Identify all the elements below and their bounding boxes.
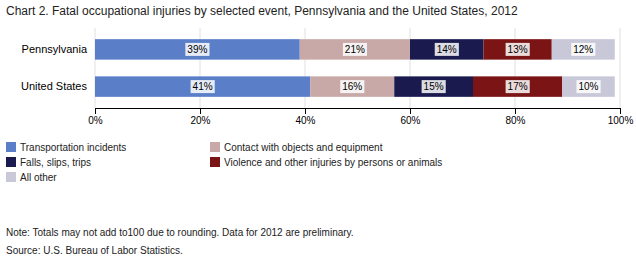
x-tick-label: 100% <box>608 115 634 126</box>
bar <box>552 39 615 59</box>
bar <box>394 76 473 96</box>
data-label-bg <box>191 80 215 93</box>
bar <box>473 76 562 96</box>
legend: Transportation incidents Contact with obj… <box>6 142 442 183</box>
y-axis: Pennsylvania United States <box>21 43 95 92</box>
x-axis-line <box>96 109 621 115</box>
x-tick: 80% <box>505 108 525 126</box>
annotation: Note: Totals may not add to100 due to ro… <box>6 227 354 238</box>
legend-swatch <box>6 172 16 182</box>
y-tick-label: Pennsylvania <box>22 43 88 55</box>
data-labels: 39% 21% 14% 13% 12% 41% 16% 15% 17% 10% <box>185 43 600 93</box>
bar <box>95 39 300 59</box>
x-tick-label: 40% <box>295 115 315 126</box>
data-label: 13% <box>508 44 528 55</box>
data-label-group: 12% <box>571 43 595 56</box>
x-tick-label: 80% <box>505 115 525 126</box>
data-label: 16% <box>342 81 362 92</box>
x-tick-label: 60% <box>400 115 420 126</box>
x-tick: 0% <box>88 108 103 126</box>
legend-swatch <box>210 142 220 152</box>
data-label-bg <box>343 43 367 56</box>
y-tick-label: United States <box>21 80 88 92</box>
legend-label: All other <box>20 172 57 183</box>
bar <box>410 39 484 59</box>
data-label-bg <box>435 43 459 56</box>
data-label: 21% <box>345 44 365 55</box>
x-tick-mark <box>620 108 621 114</box>
data-label-group: 15% <box>422 80 446 93</box>
bar <box>562 76 615 96</box>
y-tick: United States <box>21 80 95 92</box>
x-tick: 40% <box>295 108 315 126</box>
legend-item: Transportation incidents <box>6 142 126 153</box>
data-label: 10% <box>578 81 598 92</box>
data-label-bg <box>571 43 595 56</box>
x-tick-label: 20% <box>190 115 210 126</box>
legend-label: Contact with objects and equipment <box>224 142 383 153</box>
data-label: 12% <box>573 44 593 55</box>
data-label-group: 21% <box>343 43 367 56</box>
x-tick-mark <box>410 108 411 114</box>
bars <box>95 39 615 97</box>
legend-item: All other <box>6 172 57 183</box>
x-tick: 100% <box>608 108 634 126</box>
grid <box>95 28 620 108</box>
legend-item: Falls, slips, trips <box>6 157 91 168</box>
data-label-bg <box>422 80 446 93</box>
legend-label: Violence and other injuries by persons o… <box>224 157 442 168</box>
bar <box>310 76 394 96</box>
data-label-bg <box>506 43 530 56</box>
data-label-group: 17% <box>506 80 530 93</box>
data-label: 17% <box>508 81 528 92</box>
data-label: 39% <box>187 44 207 55</box>
y-tick: Pennsylvania <box>22 43 95 55</box>
data-label: 15% <box>424 81 444 92</box>
legend-swatch <box>6 157 16 167</box>
legend-swatch <box>6 142 16 152</box>
data-label-group: 16% <box>340 80 364 93</box>
grid-line <box>620 28 621 108</box>
plot: 0% 20% 40% 60% 80% 100% Pennsylvania United Sta… <box>21 28 633 126</box>
data-label-group: 10% <box>576 80 600 93</box>
data-label-bg <box>576 80 600 93</box>
legend-label: Falls, slips, trips <box>20 157 91 168</box>
bar <box>95 76 310 96</box>
chart: Chart 2. Fatal occupational injuries by … <box>0 0 636 276</box>
x-tick-mark <box>515 108 516 114</box>
x-axis: 0% 20% 40% 60% 80% 100% <box>88 108 633 126</box>
x-tick-label: 0% <box>88 115 103 126</box>
x-tick-mark <box>95 108 96 114</box>
data-label-bg <box>185 43 209 56</box>
legend-swatch <box>210 157 220 167</box>
data-label: 41% <box>193 81 213 92</box>
legend-label: Transportation incidents <box>20 142 126 153</box>
data-label-group: 13% <box>506 43 530 56</box>
data-label-bg <box>506 80 530 93</box>
title: Chart 2. Fatal occupational injuries by … <box>6 4 518 18</box>
x-tick: 20% <box>190 108 210 126</box>
data-label-group: 39% <box>185 43 209 56</box>
legend-item: Contact with objects and equipment <box>210 142 383 153</box>
annotation: Source: U.S. Bureau of Labor Statistics. <box>6 245 183 256</box>
data-label-group: 41% <box>191 80 215 93</box>
legend-item: Violence and other injuries by persons o… <box>210 157 442 168</box>
x-tick-mark <box>200 108 201 114</box>
x-tick-mark <box>305 108 306 114</box>
data-label: 14% <box>437 44 457 55</box>
data-label-group: 14% <box>435 43 459 56</box>
bar <box>484 39 552 59</box>
data-label-bg <box>340 80 364 93</box>
x-tick: 60% <box>400 108 420 126</box>
bar <box>300 39 410 59</box>
